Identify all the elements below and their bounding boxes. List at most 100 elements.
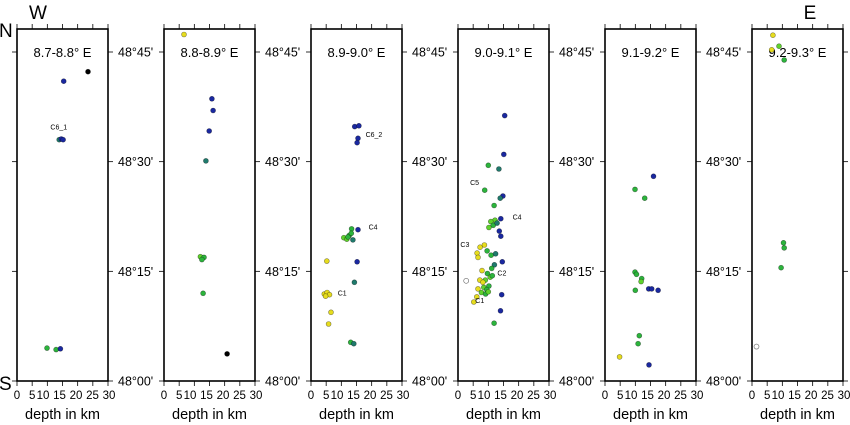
- x-axis-label: depth in km: [25, 407, 100, 423]
- data-point: [488, 265, 495, 272]
- data-point: [499, 258, 506, 265]
- data-point: [776, 43, 782, 50]
- data-point: [781, 57, 788, 63]
- data-point: [224, 351, 230, 357]
- y-tick-label: 48°45': [706, 46, 741, 60]
- y-tick-label: 48°30': [559, 155, 594, 169]
- cluster-label: C3: [460, 242, 469, 249]
- data-point: [648, 286, 655, 292]
- cluster-label: C5: [470, 180, 479, 187]
- x-tick-label: 15: [641, 390, 654, 402]
- x-tick-label: 20: [217, 390, 230, 402]
- data-point: [475, 286, 481, 292]
- y-tick-label: 48°00': [559, 375, 594, 389]
- data-point: [479, 267, 485, 274]
- x-tick-label: 5: [764, 390, 770, 402]
- data-point: [770, 32, 776, 39]
- x-tick-label: 30: [838, 390, 850, 402]
- x-tick-label: 10: [37, 390, 50, 402]
- y-tick-label: 48°00': [412, 375, 447, 389]
- data-point: [477, 244, 483, 250]
- panel-title: 9.1-9.2° E: [622, 45, 680, 60]
- data-point: [781, 245, 788, 251]
- data-point: [641, 195, 648, 201]
- x-tick-label: 5: [176, 390, 182, 402]
- x-tick-label: 5: [323, 390, 329, 402]
- y-tick-label: 48°45': [265, 46, 300, 60]
- data-point: [646, 362, 652, 368]
- data-point: [85, 68, 91, 75]
- y-tick-label: 48°00': [706, 375, 741, 389]
- data-point: [209, 96, 215, 102]
- x-axis-label: depth in km: [172, 407, 247, 423]
- data-point: [768, 46, 775, 53]
- data-point: [497, 215, 504, 222]
- data-point: [633, 271, 640, 278]
- x-tick-label: 15: [347, 390, 360, 402]
- data-point: [491, 320, 497, 327]
- cluster-label: C1: [475, 298, 484, 305]
- data-point: [636, 332, 643, 339]
- data-point: [345, 234, 351, 240]
- data-point: [350, 237, 356, 243]
- x-tick-label: 20: [658, 390, 671, 402]
- compass-east-label: E: [804, 3, 817, 24]
- x-tick-label: 20: [70, 390, 83, 402]
- data-point: [616, 354, 623, 360]
- data-point: [323, 258, 330, 264]
- data-point: [481, 187, 488, 193]
- compass-south-label: S: [0, 374, 12, 395]
- y-tick-label: 48°45': [559, 46, 594, 60]
- data-point: [753, 343, 760, 350]
- cluster-label: C6_2: [366, 132, 383, 139]
- y-tick-label: 48°30': [412, 155, 447, 169]
- data-point: [494, 220, 500, 226]
- data-point: [350, 340, 357, 347]
- data-point: [492, 251, 499, 257]
- x-axis-label: depth in km: [466, 407, 541, 423]
- data-point: [638, 278, 644, 285]
- x-tick-label: 30: [250, 390, 263, 402]
- x-tick-label: 25: [86, 390, 99, 402]
- data-point: [650, 173, 657, 180]
- x-tick-label: 10: [331, 390, 344, 402]
- x-tick-label: 0: [602, 390, 608, 402]
- x-tick-label: 0: [14, 390, 20, 402]
- x-tick-label: 30: [544, 390, 557, 402]
- x-tick-label: 25: [380, 390, 393, 402]
- data-point: [490, 222, 497, 229]
- data-point: [356, 123, 362, 129]
- panel-frame: [163, 28, 256, 382]
- compass-north-label: N: [0, 21, 13, 42]
- data-point: [322, 293, 329, 300]
- y-tick-label: 48°30': [265, 155, 300, 169]
- x-tick-label: 0: [749, 390, 755, 402]
- x-tick-label: 15: [53, 390, 66, 402]
- data-point: [484, 270, 491, 277]
- data-point: [199, 256, 205, 263]
- x-tick-label: 15: [494, 390, 507, 402]
- data-point: [210, 107, 216, 114]
- cluster-label: C6_1: [50, 125, 67, 132]
- x-tick-label: 10: [184, 390, 197, 402]
- data-point: [328, 309, 334, 316]
- data-point: [497, 195, 504, 201]
- data-point: [354, 139, 360, 146]
- y-tick-label: 48°15': [265, 265, 300, 279]
- data-point: [500, 151, 507, 158]
- x-tick-label: 20: [805, 390, 818, 402]
- cluster-label: C4: [513, 214, 522, 221]
- data-point: [200, 290, 206, 297]
- panel-title: 9.2-9.3° E: [769, 45, 827, 60]
- cluster-label: C2: [497, 271, 506, 278]
- x-tick-label: 20: [364, 390, 377, 402]
- x-tick-label: 15: [200, 390, 213, 402]
- x-tick-label: 25: [821, 390, 834, 402]
- x-axis-label: depth in km: [613, 407, 688, 423]
- x-tick-label: 10: [478, 390, 491, 402]
- y-tick-label: 48°15': [559, 265, 594, 279]
- data-point: [60, 136, 66, 143]
